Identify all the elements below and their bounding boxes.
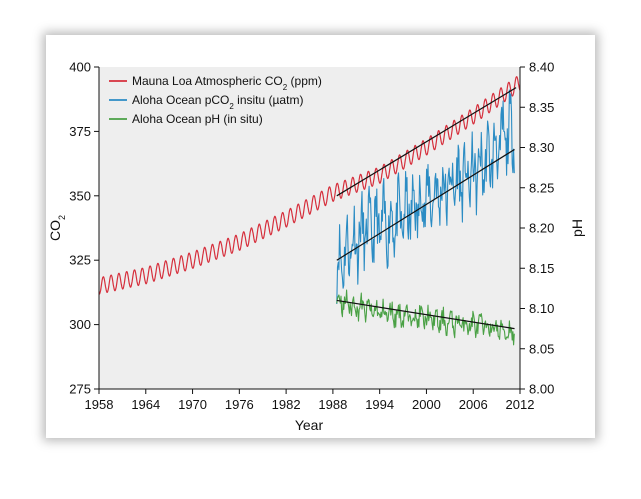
y-left-tick-label: 300 xyxy=(69,317,91,332)
y-left-tick-label: 275 xyxy=(69,382,91,397)
y-right-tick-label: 8.25 xyxy=(529,180,554,195)
y-left-tick-label: 350 xyxy=(69,188,91,203)
y-right-tick-label: 8.15 xyxy=(529,261,554,276)
series-line-atmospheric-co2 xyxy=(98,76,521,295)
legend-label: Aloha Ocean pH (in situ) xyxy=(132,112,263,126)
trend-line-ocean-ph xyxy=(336,299,515,330)
y-right-tick-label: 8.35 xyxy=(529,100,554,115)
x-tick-label: 2012 xyxy=(506,397,535,412)
x-tick-label: 1976 xyxy=(225,397,254,412)
trend-line-atmospheric-co2 xyxy=(336,87,517,197)
y-right-tick-label: 8.30 xyxy=(529,140,554,155)
x-tick-label: 1988 xyxy=(318,397,347,412)
y-axis-right-label: pH xyxy=(569,219,585,237)
x-tick-label: 1970 xyxy=(178,397,207,412)
y-right-tick-label: 8.40 xyxy=(529,60,554,75)
co2-ph-chart: 1958 1964 1970 1976 1982 1988 1994 2000 2006 2012… xyxy=(47,60,585,434)
y-right-tick-label: 8.20 xyxy=(529,221,554,236)
series-line-ocean-pco2 xyxy=(336,89,515,305)
x-tick-label: 1982 xyxy=(272,397,301,412)
legend-label: Mauna Loa Atmospheric CO2 (ppm) xyxy=(132,74,322,92)
y-axis-left-label: CO2 xyxy=(47,215,67,241)
x-tick-label: 1964 xyxy=(131,397,160,412)
y-right-tick-label: 8.00 xyxy=(529,382,554,397)
y-right-tick-label: 8.05 xyxy=(529,341,554,356)
chart-card: 1958 1964 1970 1976 1982 1988 1994 2000 2006 2012… xyxy=(46,35,595,438)
legend: Mauna Loa Atmospheric CO2 (ppm)Aloha Oce… xyxy=(109,74,322,126)
x-tick-label: 2006 xyxy=(459,397,488,412)
trend-line-ocean-pco2 xyxy=(336,148,515,261)
x-tick-label: 1994 xyxy=(365,397,394,412)
y-left-tick-label: 325 xyxy=(69,253,91,268)
y-right-tick-label: 8.10 xyxy=(529,301,554,316)
axes-layer: 1958 1964 1970 1976 1982 1988 1994 2000 2006 2012… xyxy=(69,60,554,413)
x-tick-label: 1958 xyxy=(85,397,114,412)
y-left-tick-label: 375 xyxy=(69,124,91,139)
plot-area xyxy=(99,67,520,389)
y-left-tick-label: 400 xyxy=(69,60,91,75)
trend-layer xyxy=(336,87,517,330)
x-axis-label: Year xyxy=(295,417,324,433)
legend-label: Aloha Ocean pCO2 insitu (µatm) xyxy=(132,93,303,111)
x-tick-label: 2000 xyxy=(412,397,441,412)
